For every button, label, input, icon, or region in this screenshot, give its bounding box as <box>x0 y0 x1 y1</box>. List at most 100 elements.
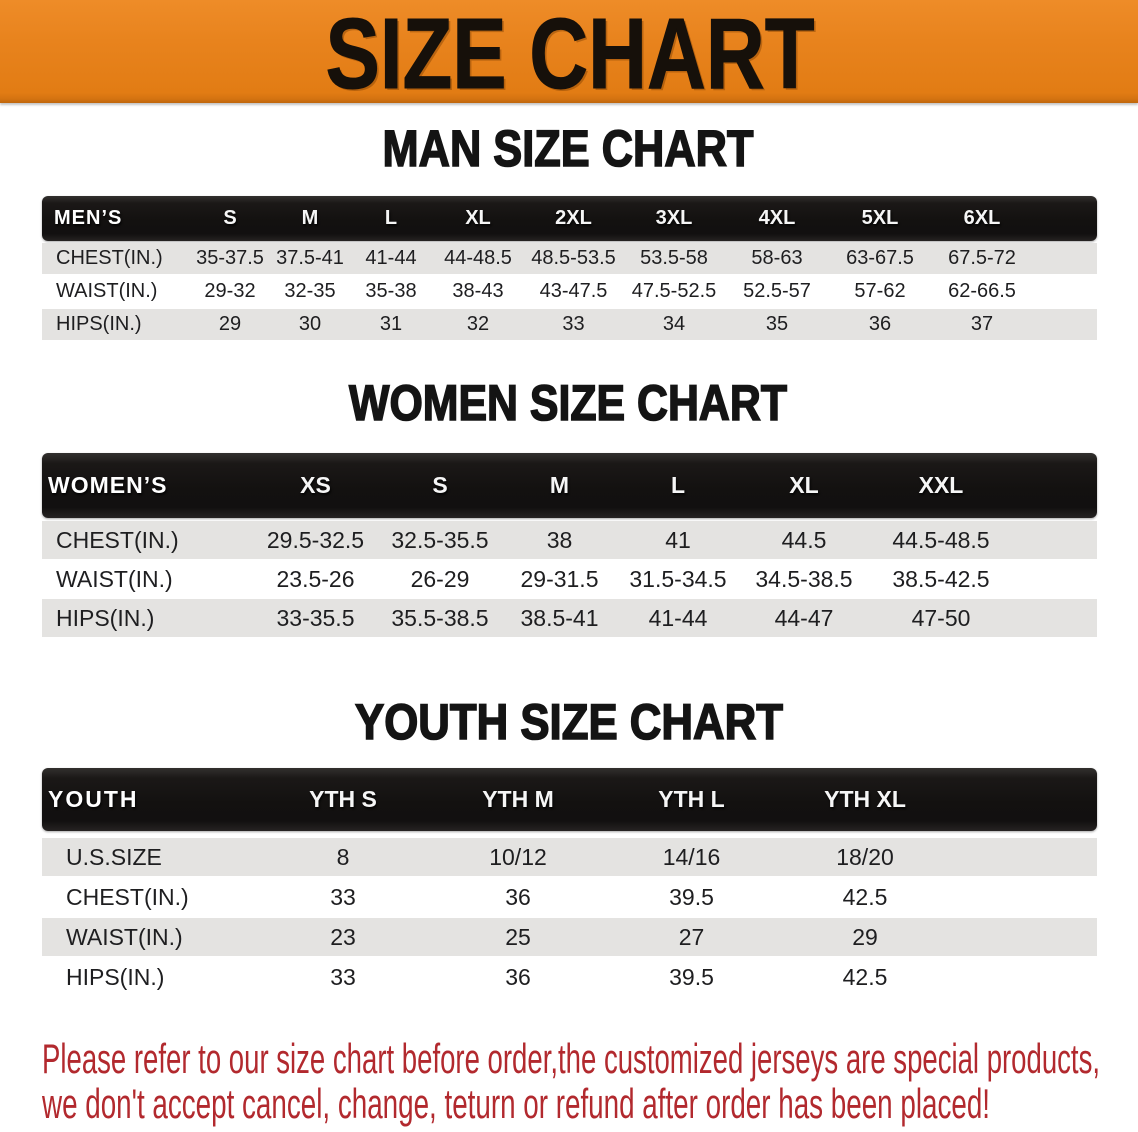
men-size-table: MEN’S S M L XL 2XL 3XL 4XL 5XL 6XL CHEST(IN.) 35-3… <box>42 196 1097 342</box>
row-value: 41-44 <box>648 604 708 631</box>
women-section-heading: WOMEN SIZE CHART <box>349 375 787 431</box>
row-label: U.S.SIZE <box>66 843 162 870</box>
table-column-header: S <box>432 472 448 498</box>
row-value: 33 <box>330 963 356 990</box>
row-value: 58-63 <box>751 247 803 269</box>
table-column-header: YTH M <box>482 786 554 812</box>
table-row: U.S.SIZE 8 10/12 14/16 18/20 <box>42 838 1097 878</box>
row-value: 29 <box>218 313 242 335</box>
row-value: 48.5-53.5 <box>531 247 616 269</box>
table-column-header: YTH XL <box>824 786 906 812</box>
table-column-header: 2XL <box>555 207 592 229</box>
table-column-header: 6XL <box>963 207 1001 229</box>
disclaimer-line-1: Please refer to our size chart before or… <box>42 1035 1100 1082</box>
row-value: 36 <box>505 883 531 910</box>
row-value: 41 <box>665 526 691 553</box>
row-value: 29-31.5 <box>520 565 599 592</box>
row-value: 35 <box>765 313 789 335</box>
table-column-header: 3XL <box>655 207 693 229</box>
table-row: CHEST(IN.) 35-37.5 37.5-41 41-44 44-48.5 48.5… <box>42 243 1097 276</box>
row-label: HIPS(IN.) <box>56 604 155 631</box>
row-value: 35-37.5 <box>196 247 264 269</box>
men-section-heading-graphic: MAN SIZE CHART <box>382 119 755 178</box>
row-value: 29 <box>852 923 878 950</box>
row-value: 44-48.5 <box>444 247 512 269</box>
youth-table-header-row: YOUTH YTH S YTH M YTH L YTH XL <box>42 768 1097 831</box>
women-size-table: WOMEN’S XS S M L XL XXL CHEST(IN.) 29.5-32.5 32.… <box>42 453 1097 638</box>
row-value: 10/12 <box>489 843 547 870</box>
row-value: 53.5-58 <box>640 247 708 269</box>
row-value: 33-35.5 <box>276 604 355 631</box>
row-value: 30 <box>298 313 322 335</box>
table-column-header: M <box>301 207 319 229</box>
table-column-header: 4XL <box>758 207 796 229</box>
men-section-heading: MAN SIZE CHART <box>383 120 754 177</box>
table-column-header: S <box>223 207 237 229</box>
table-header-label: WOMEN’S <box>48 472 168 498</box>
row-value: 18/20 <box>836 843 894 870</box>
row-value: 39.5 <box>669 883 714 910</box>
row-value: 42.5 <box>842 883 888 910</box>
row-value: 34 <box>662 313 686 335</box>
row-value: 44.5-48.5 <box>892 526 990 553</box>
women-table-header-row: WOMEN’S XS S M L XL XXL <box>42 453 1097 518</box>
banner-title: SIZE CHART <box>326 0 815 103</box>
row-value: 44-47 <box>774 604 834 631</box>
row-value: 32 <box>466 313 490 335</box>
table-row: HIPS(IN.) 33 36 39.5 42.5 <box>42 958 1097 998</box>
banner-title-shadow: SIZE CHART <box>328 0 817 103</box>
row-value: 23 <box>330 923 356 950</box>
table-row: HIPS(IN.) 29 30 31 32 33 34 35 36 37 <box>42 309 1097 342</box>
row-value: 38 <box>546 526 573 553</box>
table-column-header: XL <box>465 207 491 229</box>
men-table-body: CHEST(IN.) 35-37.5 37.5-41 41-44 44-48.5 48.5… <box>42 243 1097 342</box>
row-value: 31.5-34.5 <box>629 565 727 592</box>
men-table-header-row: MEN’S S M L XL 2XL 3XL 4XL 5XL 6XL <box>42 196 1097 241</box>
table-column-header: M <box>549 472 570 498</box>
table-row: HIPS(IN.) 33-35.5 35.5-38.5 38.5-41 41-44 44-… <box>42 599 1097 638</box>
table-row: CHEST(IN.) 33 36 39.5 42.5 <box>42 878 1097 918</box>
row-value: 37.5-41 <box>276 247 344 269</box>
youth-size-table: YOUTH YTH S YTH M YTH L YTH XL U.S.SIZE 8 10/1… <box>42 768 1097 998</box>
row-label: WAIST(IN.) <box>56 280 158 302</box>
youth-section-heading: YOUTH SIZE CHART <box>355 694 783 750</box>
row-value: 36 <box>505 963 531 990</box>
youth-section-heading-graphic: YOUTH SIZE CHART <box>354 693 784 751</box>
row-value: 36 <box>868 313 892 335</box>
table-column-header: XL <box>789 472 819 498</box>
table-column-header: XS <box>300 472 331 498</box>
row-value: 47.5-52.5 <box>631 280 717 302</box>
row-value: 33 <box>330 883 356 910</box>
row-value: 32.5-35.5 <box>391 526 489 553</box>
row-value: 33 <box>562 313 585 335</box>
row-value: 38.5-41 <box>520 604 599 631</box>
row-value: 41-44 <box>365 247 417 269</box>
disclaimer-graphic: Please refer to our size chart before or… <box>41 1035 1100 1127</box>
row-value: 39.5 <box>669 963 714 990</box>
row-value: 47-50 <box>911 604 971 631</box>
row-value: 25 <box>505 923 531 950</box>
banner: SIZE CHART SIZE CHART <box>0 0 1138 103</box>
row-value: 43-47.5 <box>539 280 608 302</box>
row-value: 8 <box>336 843 350 870</box>
youth-table-body: U.S.SIZE 8 10/12 14/16 18/20 CHEST(IN.) 33 36 39… <box>42 838 1097 998</box>
table-row: CHEST(IN.) 29.5-32.5 32.5-35.5 38 41 44.5 44.5… <box>42 521 1097 560</box>
row-value: 14/16 <box>662 843 721 870</box>
row-value: 32-35 <box>284 280 336 302</box>
row-value: 38.5-42.5 <box>892 565 990 592</box>
women-section-heading-graphic: WOMEN SIZE CHART <box>348 374 788 432</box>
row-value: 63-67.5 <box>846 247 914 269</box>
row-label: WAIST(IN.) <box>66 923 183 950</box>
row-value: 29.5-32.5 <box>266 526 365 553</box>
row-value: 38-43 <box>452 280 504 302</box>
table-row: WAIST(IN.) 23 25 27 29 <box>42 918 1097 958</box>
disclaimer-line-2: we don't accept cancel, change, teturn o… <box>41 1080 990 1127</box>
row-value: 62-66.5 <box>948 280 1016 302</box>
table-column-header: YTH S <box>309 786 377 812</box>
row-value: 52.5-57 <box>743 280 811 302</box>
table-row: WAIST(IN.) 23.5-26 26-29 29-31.5 31.5-34.5 34… <box>42 560 1097 599</box>
table-header-label: YOUTH <box>48 786 139 812</box>
row-value: 35-38 <box>365 280 417 302</box>
banner-title-graphic: SIZE CHART SIZE CHART <box>325 0 817 103</box>
